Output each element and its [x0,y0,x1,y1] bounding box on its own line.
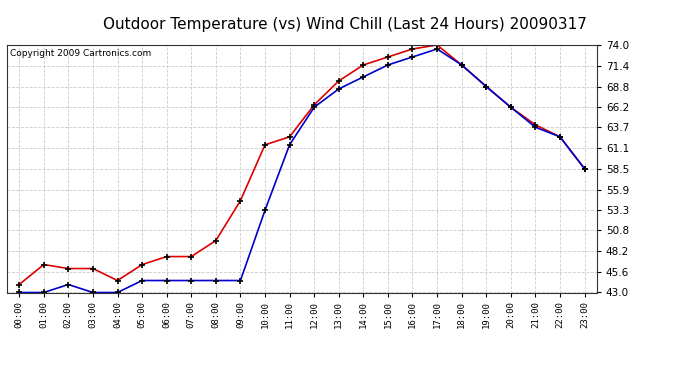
Text: Copyright 2009 Cartronics.com: Copyright 2009 Cartronics.com [10,49,151,58]
Text: Outdoor Temperature (vs) Wind Chill (Last 24 Hours) 20090317: Outdoor Temperature (vs) Wind Chill (Las… [103,17,587,32]
